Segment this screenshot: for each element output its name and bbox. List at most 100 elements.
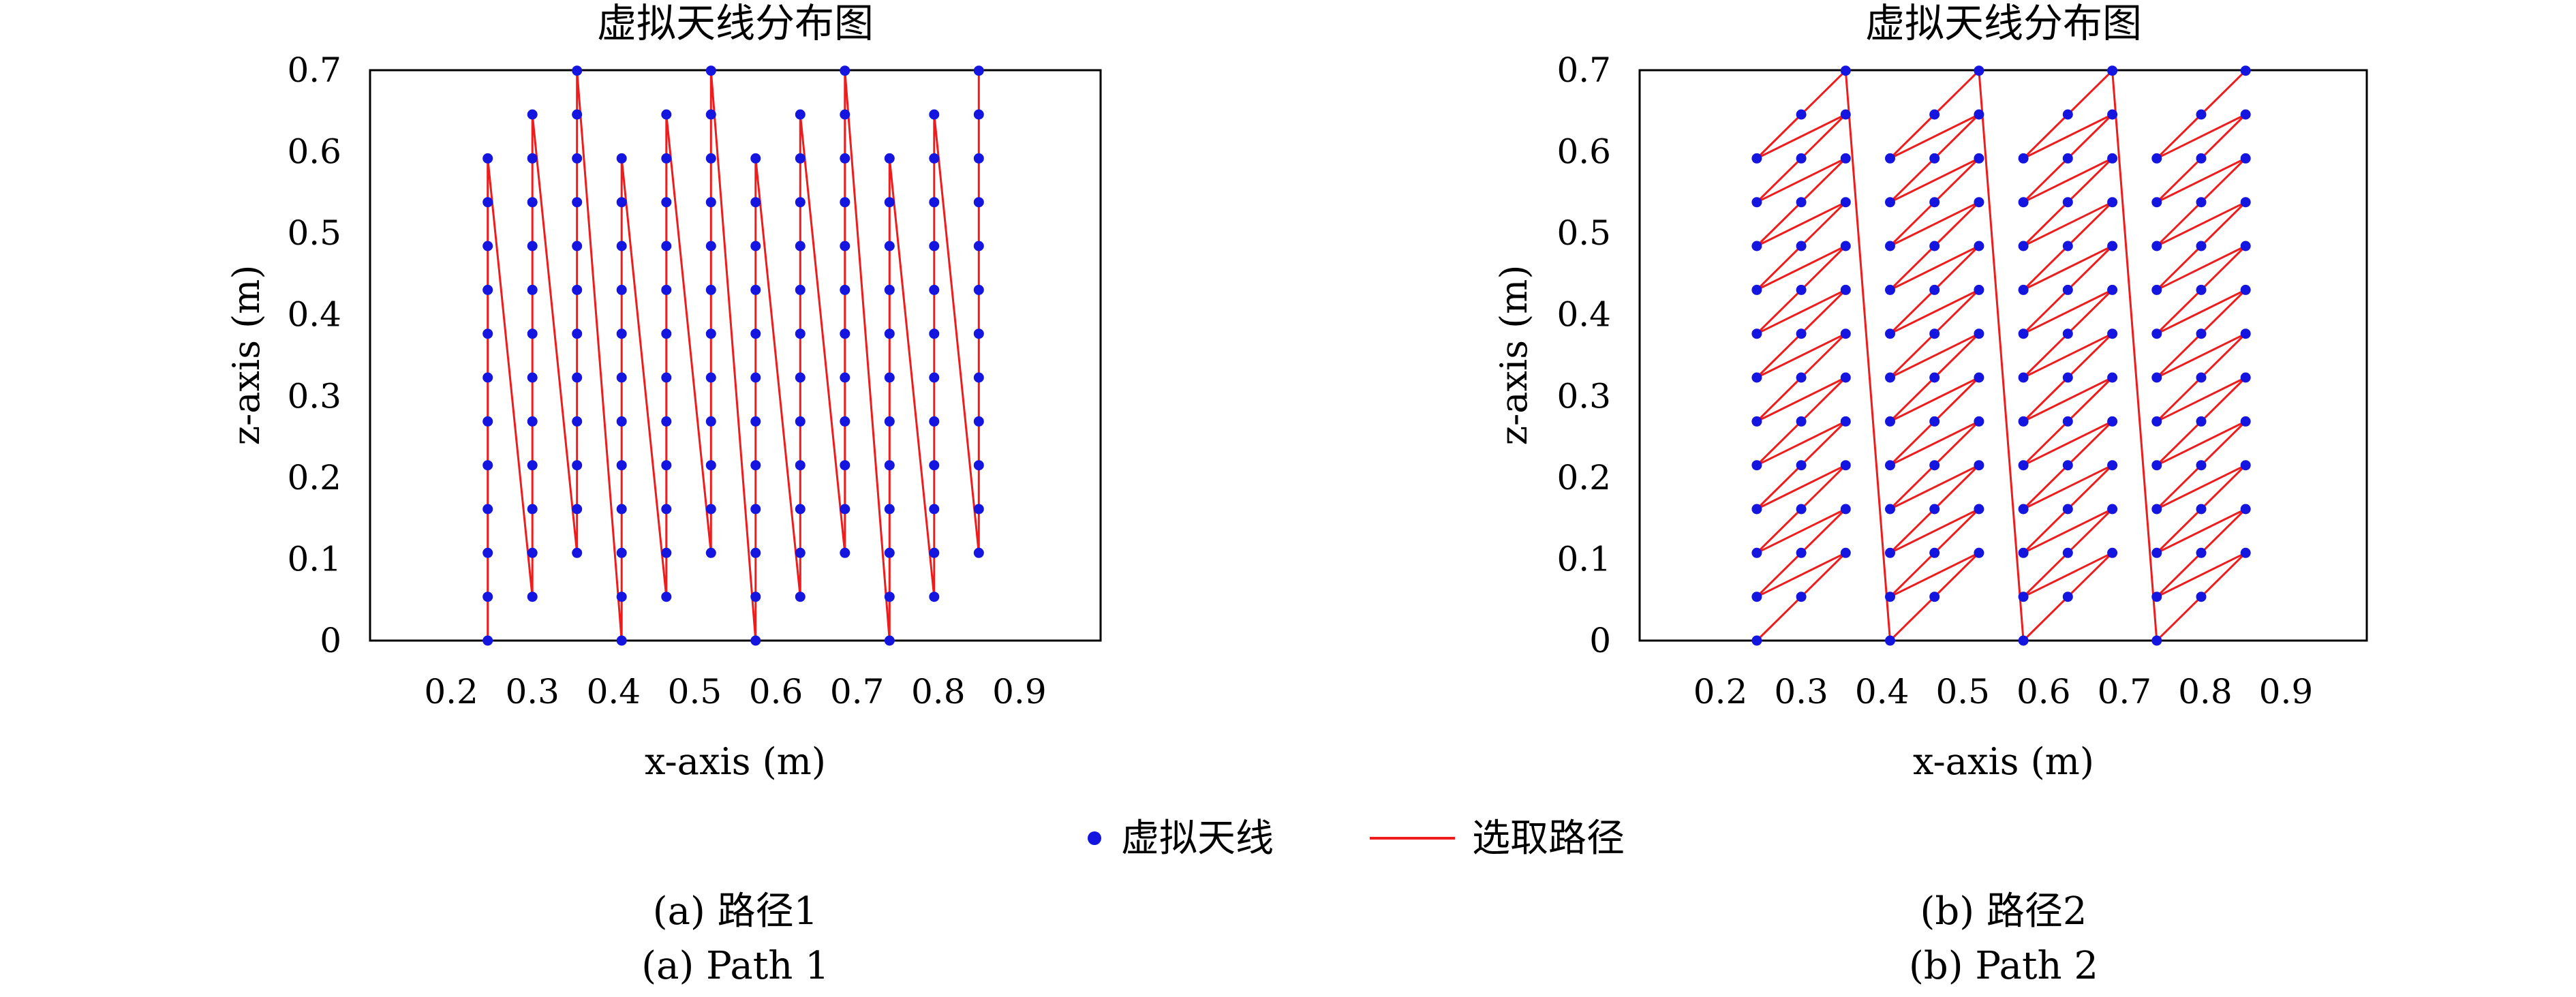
legend: 虚拟天线 选取路径 [1088, 816, 1625, 861]
antenna-point [1929, 328, 1940, 339]
antenna-point [661, 241, 672, 251]
antenna-point [2196, 153, 2207, 164]
x-tick-label: 0.5 [1935, 672, 1990, 711]
antenna-point [2240, 547, 2251, 558]
chart-panel-a: 虚拟天线分布图 0.2 0.3 0.4 0.5 0.6 0.7 0.8 0.9 0 0.1 0.2… [225, 0, 1102, 988]
antenna-point [1840, 547, 1851, 558]
x-axis-label: x-axis (m) [645, 740, 826, 783]
antenna-point [2151, 328, 2162, 339]
antenna-point [929, 197, 940, 208]
panel-caption-en: (a) Path 1 [641, 944, 829, 988]
antenna-point [2018, 284, 2029, 295]
y-tick-label: 0.5 [1557, 213, 1611, 253]
antenna-point [1974, 197, 1984, 208]
antenna-point [929, 241, 940, 251]
antenna-point [2196, 328, 2207, 339]
antenna-point [1751, 416, 1762, 427]
antenna-point [661, 416, 672, 427]
antenna-point [2062, 153, 2073, 164]
antenna-point [1929, 547, 1940, 558]
antenna-point [840, 197, 850, 208]
antenna-point [705, 65, 716, 76]
antenna-point [1751, 153, 1762, 164]
antenna-point [482, 328, 493, 339]
antenna-point [884, 197, 895, 208]
antenna-point [1885, 460, 1895, 471]
antenna-point [795, 372, 806, 383]
antenna-point [2240, 328, 2251, 339]
antenna-point [840, 241, 850, 251]
antenna-point [616, 460, 627, 471]
antenna-point [1751, 547, 1762, 558]
antenna-point [884, 284, 895, 295]
antenna-point [1974, 241, 1984, 251]
y-tick-label: 0.2 [1557, 458, 1611, 497]
x-tick-labels: 0.2 0.3 0.4 0.5 0.6 0.7 0.8 0.9 [424, 672, 1046, 711]
x-tick-label: 0.4 [587, 672, 641, 711]
selected-path-line [487, 70, 980, 642]
antenna-point [572, 284, 583, 295]
antenna-point [750, 635, 761, 646]
antenna-point [973, 416, 984, 427]
antenna-point [2018, 416, 2029, 427]
antenna-point [884, 460, 895, 471]
antenna-point [1885, 547, 1895, 558]
antenna-point [2196, 197, 2207, 208]
antenna-point [527, 592, 538, 602]
antenna-point [840, 65, 850, 76]
antenna-point [1974, 284, 1984, 295]
antenna-point [616, 197, 627, 208]
antenna-point [572, 65, 583, 76]
antenna-point [2018, 547, 2029, 558]
antenna-point [1929, 284, 1940, 295]
antenna-point [2062, 416, 2073, 427]
chart-panel-b: 虚拟天线分布图 0.2 0.3 0.4 0.5 0.6 0.7 0.8 0.9 0 0.1 0.2… [1492, 0, 2368, 988]
antenna-point [2018, 153, 2029, 164]
antenna-point [661, 328, 672, 339]
antenna-point [973, 284, 984, 295]
antenna-point [1974, 153, 1984, 164]
antenna-point [616, 284, 627, 295]
antenna-point [884, 547, 895, 558]
antenna-point [795, 241, 806, 251]
antenna-point [1796, 153, 1807, 164]
antenna-point [572, 460, 583, 471]
antenna-point [2018, 241, 2029, 251]
x-axis-label: x-axis (m) [1913, 740, 2094, 783]
antenna-point [840, 109, 850, 120]
antenna-point [1751, 241, 1762, 251]
antenna-point [1885, 328, 1895, 339]
antenna-point [1974, 460, 1984, 471]
antenna-point [572, 241, 583, 251]
antenna-point [661, 460, 672, 471]
antenna-point [795, 284, 806, 295]
antenna-point [1796, 328, 1807, 339]
antenna-point [2062, 592, 2073, 602]
antenna-point [705, 241, 716, 251]
antenna-point [929, 460, 940, 471]
antenna-point [2107, 197, 2118, 208]
antenna-point [705, 109, 716, 120]
antenna-point [929, 153, 940, 164]
antenna-point [1929, 460, 1940, 471]
antenna-point [1885, 372, 1895, 383]
antenna-point [616, 592, 627, 602]
antenna-point [973, 372, 984, 383]
selected-path-lines [1755, 70, 2247, 642]
chart-title: 虚拟天线分布图 [1865, 0, 2142, 46]
antenna-point [2151, 284, 2162, 295]
antenna-point [482, 460, 493, 471]
antenna-point [1929, 197, 1940, 208]
antenna-point [527, 372, 538, 383]
antenna-point [572, 109, 583, 120]
antenna-point [884, 416, 895, 427]
antenna-point [527, 504, 538, 515]
antenna-point [1840, 241, 1851, 251]
antenna-point [482, 153, 493, 164]
antenna-point [527, 284, 538, 295]
antenna-point [482, 592, 493, 602]
antenna-point [1974, 547, 1984, 558]
antenna-point [1796, 460, 1807, 471]
antenna-point [884, 504, 895, 515]
